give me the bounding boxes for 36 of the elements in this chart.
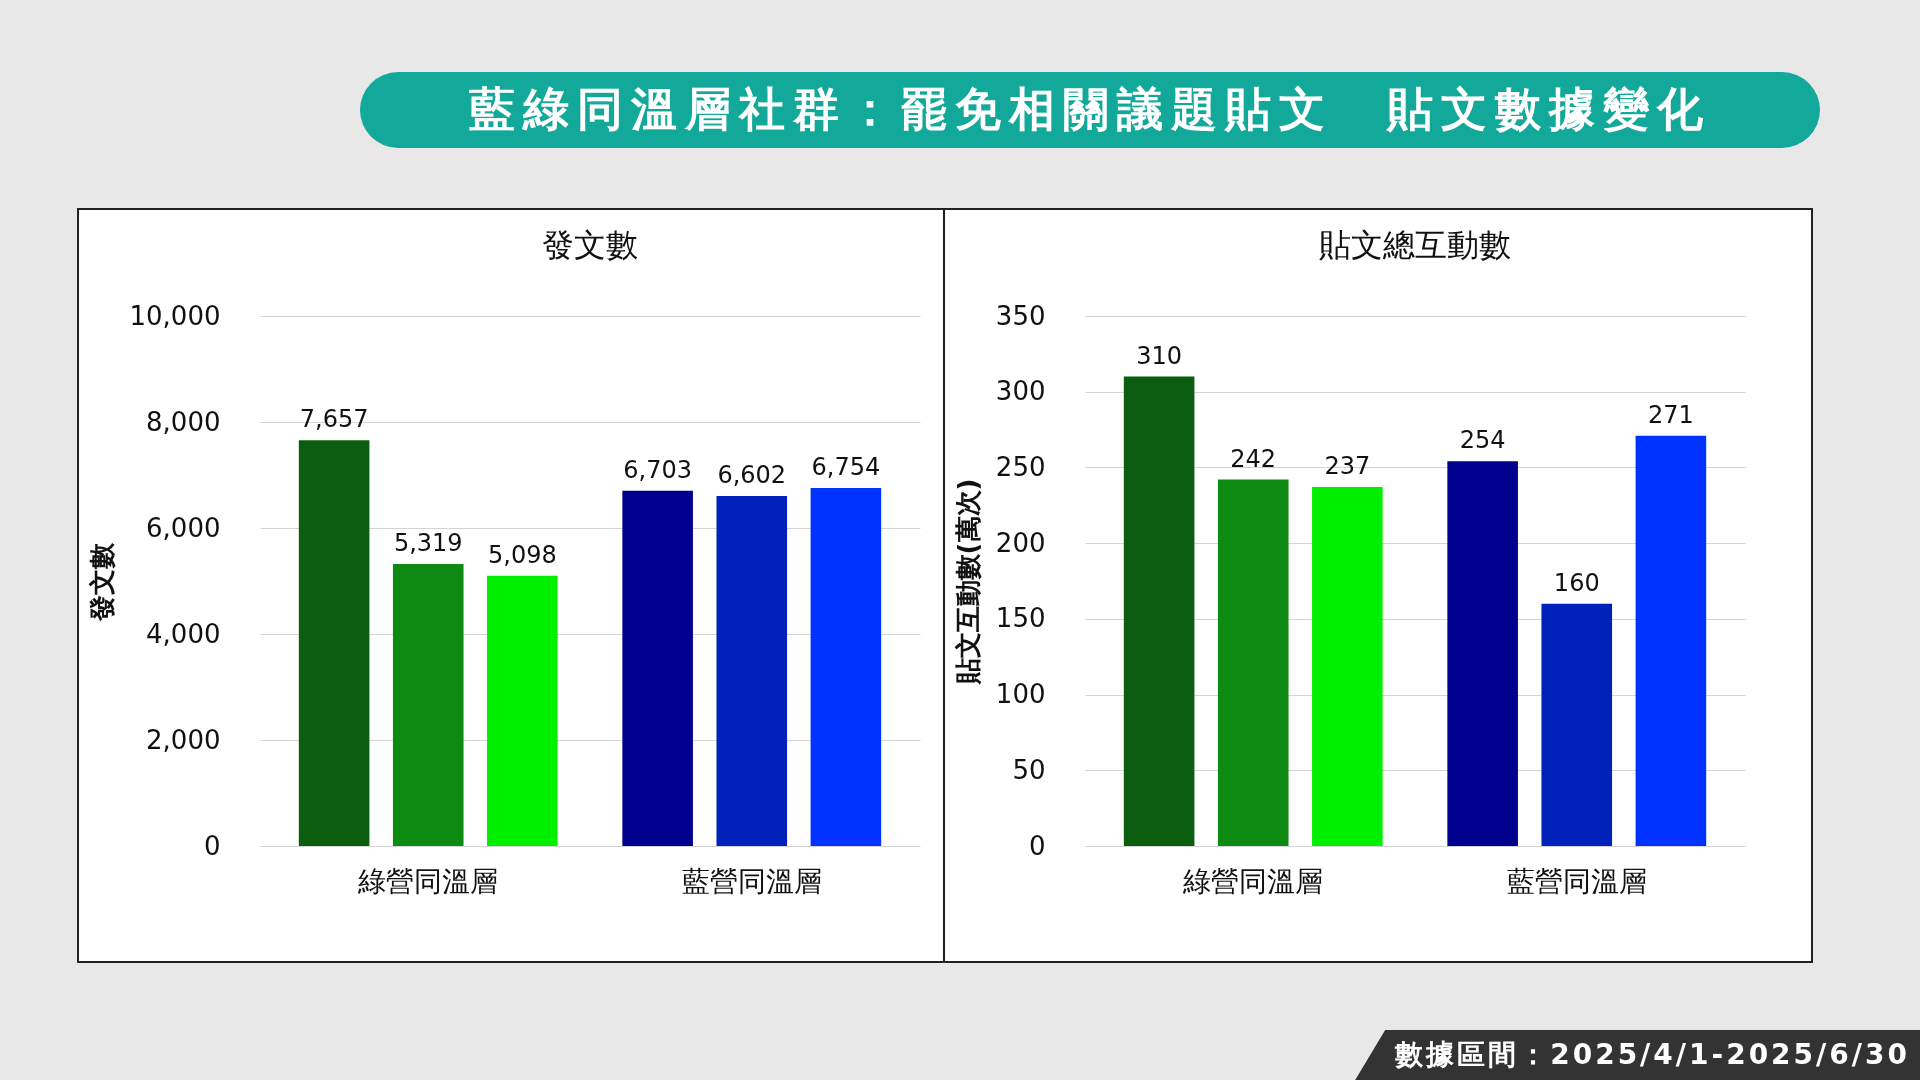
data-label: 6,754 [811,453,881,482]
y-tick-label: 150 [995,603,1046,634]
y-tick-label: 4,000 [146,618,221,649]
data-label: 6,703 [623,455,693,484]
y-axis-title: 發文數 [86,541,117,622]
y-tick-label: 200 [995,527,1046,558]
x-tick-label: 綠營同溫層 [1182,864,1324,898]
text: 藍綠同溫層社群：罷免相關議題貼文 貼文數據變化 [360,72,1820,148]
y-tick-label: 250 [995,451,1046,482]
y-tick-label: 2,000 [146,724,221,755]
data-label: 5,319 [393,529,463,558]
x-tick-label: 藍營同溫層 [1506,864,1647,898]
x-tick-label: 藍營同溫層 [681,864,822,898]
x-tick-label: 綠營同溫層 [357,864,499,898]
text: 數據區間：2025/4/1-2025/6/30 [1355,1030,1920,1080]
y-tick-label: 300 [995,376,1046,407]
y-axis-title: 貼文互動數(萬次) [952,478,983,686]
data-label: 237 [1324,452,1371,481]
data-label: 5,098 [487,540,557,569]
data-label: 310 [1136,341,1183,370]
y-tick-label: 50 [1012,754,1046,785]
y-tick-label: 0 [203,830,221,861]
y-tick-label: 8,000 [146,406,221,437]
data-label: 242 [1230,444,1277,473]
data-label: 160 [1553,568,1600,597]
data-label: 271 [1647,400,1694,429]
chart-title: 發文數 [542,226,638,264]
chart-title: 貼文總互動數 [1319,226,1511,264]
y-tick-label: 350 [995,300,1046,331]
y-tick-label: 0 [1028,830,1046,861]
data-label: 254 [1459,426,1506,455]
y-tick-label: 6,000 [146,512,221,543]
data-label: 7,657 [299,405,369,434]
data-label: 6,602 [717,461,787,490]
y-tick-label: 100 [995,679,1046,710]
y-tick-label: 10,000 [129,300,221,331]
